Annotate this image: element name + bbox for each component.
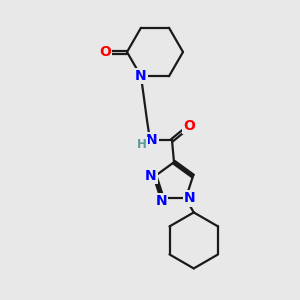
Text: N: N xyxy=(146,133,158,147)
Text: N: N xyxy=(184,191,196,206)
Text: H: H xyxy=(137,138,147,151)
Text: N: N xyxy=(155,194,167,208)
Text: N: N xyxy=(145,169,157,183)
Text: O: O xyxy=(183,119,195,133)
Text: N: N xyxy=(135,69,147,83)
Text: O: O xyxy=(99,45,111,59)
